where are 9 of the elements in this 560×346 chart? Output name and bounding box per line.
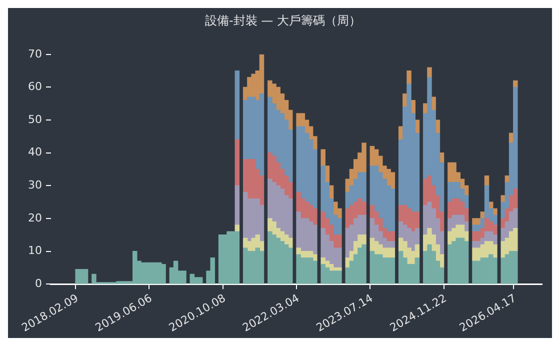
- chart-title: 設備-封裝 — 大戶籌碼（周）: [205, 13, 361, 28]
- y-tick-label: 30: [28, 178, 42, 192]
- y-tick-label: 60: [28, 80, 42, 94]
- y-tick-label: 10: [28, 244, 42, 258]
- y-tick-label: 70: [28, 47, 42, 60]
- y-tick-label: 50: [28, 112, 42, 126]
- y-tick-label: 0: [34, 276, 42, 290]
- y-tick-label: 20: [28, 211, 42, 224]
- y-tick-label: 40: [28, 146, 42, 159]
